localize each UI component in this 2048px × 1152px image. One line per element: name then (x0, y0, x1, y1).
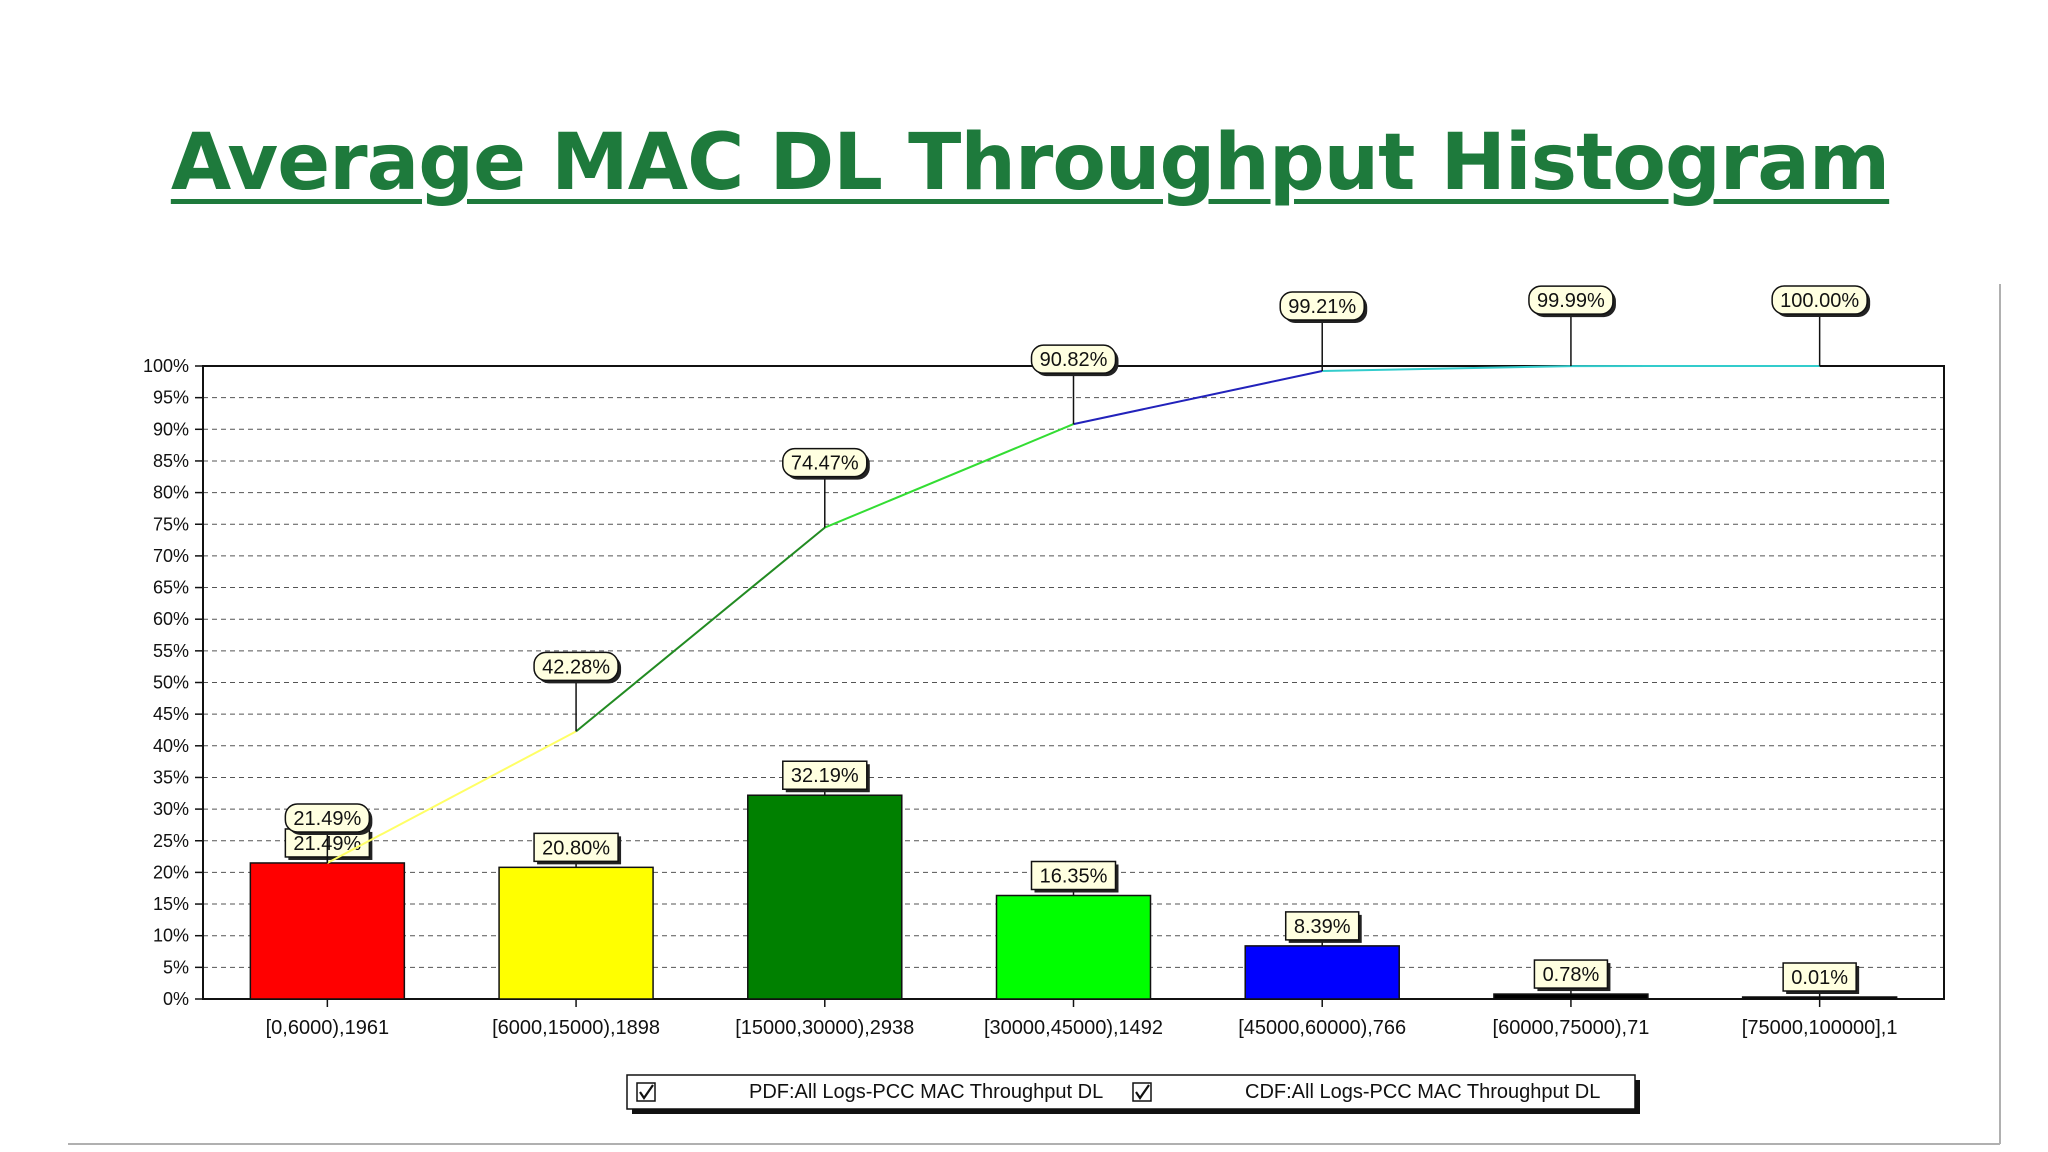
cdf-label-box (533, 651, 619, 682)
bar (249, 862, 406, 1000)
bar (747, 794, 903, 1000)
bar-label: 20.80% (533, 832, 622, 865)
y-tick-label: 45% (153, 704, 189, 724)
x-tick-label: [30000,45000),1492 (984, 1017, 1163, 1039)
y-tick-label: 20% (153, 862, 189, 882)
y-tick-label: 75% (153, 514, 189, 534)
bar-label-text: 32.19% (791, 765, 859, 787)
bar-label: 32.19% (782, 760, 870, 793)
bar (1493, 993, 1649, 1000)
bar-label: 0.78% (1533, 959, 1611, 992)
y-tick-label: 100% (143, 356, 189, 376)
cdf-label-box (782, 447, 868, 478)
bar-label-box (782, 760, 868, 790)
bar-label: 0.01% (1782, 962, 1860, 994)
legend-label-cdf: CDF:All Logs-PCC MAC Throughput DL (1245, 1081, 1600, 1103)
bar-label: 16.35% (1030, 860, 1119, 893)
cdf-label-box (1279, 291, 1365, 321)
cdf-label: 100.00% (1771, 285, 1871, 317)
cdf-label: 90.82% (1030, 344, 1119, 377)
x-tick-label: [60000,75000),71 (1493, 1017, 1650, 1039)
cdf-label: 99.21% (1279, 291, 1368, 324)
cdf-label: 21.49% (284, 803, 373, 835)
y-tick-label: 95% (153, 388, 189, 408)
y-tick-label: 85% (153, 451, 189, 471)
cdf-segment (1322, 365, 1571, 373)
cdf-segment (326, 730, 577, 864)
cdf-label-box (1771, 285, 1868, 315)
x-tick-label: [45000,60000),766 (1238, 1017, 1406, 1039)
x-tick-label: [6000,15000),1898 (492, 1017, 660, 1039)
cdf-label-text: 100.00% (1780, 290, 1859, 312)
x-tick-label: [15000,30000),2938 (735, 1017, 914, 1039)
bar-label-text: 20.80% (542, 837, 610, 859)
bar-label: 8.39% (1284, 911, 1362, 943)
legend-label-pdf: PDF:All Logs-PCC MAC Throughput DL (749, 1081, 1103, 1103)
cdf-label-text: 21.49% (293, 808, 361, 830)
cdf-label-text: 99.21% (1288, 296, 1356, 318)
bar-label-box (533, 832, 619, 863)
y-tick-label: 40% (153, 736, 189, 756)
bar-label-box (1782, 962, 1857, 992)
bar (1741, 996, 1898, 1000)
checkmark-icon (1135, 1084, 1150, 1100)
bar-label-text: 0.01% (1791, 967, 1848, 989)
bar-label-box (1533, 959, 1609, 989)
cdf-label: 42.28% (533, 651, 622, 684)
legend-box (626, 1074, 1636, 1110)
x-tick-label: [75000,100000],1 (1742, 1017, 1898, 1039)
cdf-label-text: 74.47% (791, 453, 859, 475)
bar (995, 894, 1152, 1000)
y-tick-label: 70% (153, 546, 189, 566)
y-tick-label: 50% (153, 673, 189, 693)
cdf-segment (575, 526, 826, 733)
legend: PDF:All Logs-PCC MAC Throughput DL CDF:Al… (626, 1074, 1640, 1114)
cdf-label-box (1030, 344, 1117, 374)
bar-label-text: 8.39% (1294, 916, 1351, 938)
legend-checkbox-cdf[interactable] (1132, 1082, 1152, 1102)
y-tick-label: 35% (153, 767, 189, 787)
bar-label-box (1030, 860, 1117, 891)
cdf-label: 99.99% (1528, 285, 1616, 318)
y-tick-label: 30% (153, 799, 189, 819)
slide-title: Average MAC DL Throughput Histogram (170, 118, 1890, 208)
y-tick-label: 15% (153, 894, 189, 914)
cdf-label-text: 90.82% (1040, 349, 1108, 371)
y-tick-label: 25% (153, 831, 189, 851)
bar (1244, 945, 1400, 1000)
y-tick-label: 60% (153, 609, 189, 629)
legend-checkbox-pdf[interactable] (636, 1082, 656, 1102)
y-tick-label: 10% (153, 926, 189, 946)
cdf-label-box (1528, 285, 1614, 315)
checkmark-icon (639, 1084, 654, 1100)
cdf-label: 74.47% (782, 447, 870, 480)
y-tick-label: 80% (153, 483, 189, 503)
cdf-segment (1073, 370, 1323, 426)
bar-label-box (1284, 911, 1360, 941)
y-tick-label: 55% (153, 641, 189, 661)
cdf-label-text: 99.99% (1537, 290, 1605, 312)
y-tick-label: 65% (153, 578, 189, 598)
y-tick-label: 5% (163, 957, 189, 977)
cdf-label-text: 42.28% (542, 656, 610, 678)
y-tick-label: 0% (163, 989, 189, 1009)
y-tick-label: 90% (153, 419, 189, 439)
x-tick-label: [0,6000),1961 (266, 1017, 389, 1039)
bar-label-text: 0.78% (1543, 964, 1600, 986)
bar-label-text: 16.35% (1040, 866, 1108, 888)
cdf-label-box (284, 803, 371, 833)
bar (498, 866, 654, 1000)
cdf-segment (824, 423, 1074, 529)
